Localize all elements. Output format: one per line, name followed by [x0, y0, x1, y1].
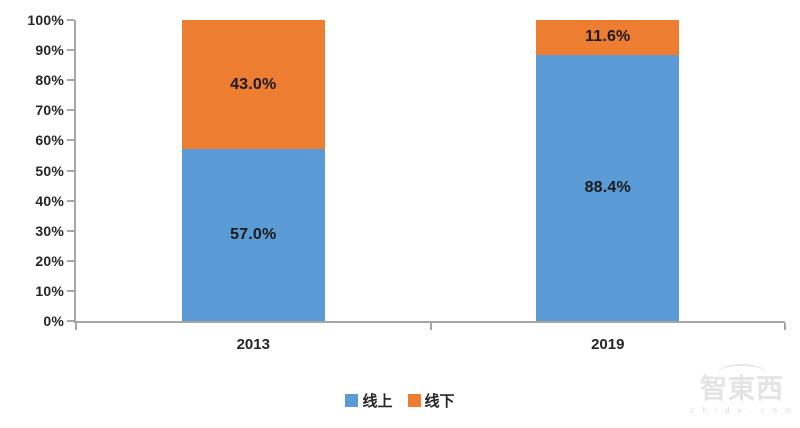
y-axis-tick-label: 80% — [35, 72, 64, 89]
y-axis-tick-label: 50% — [35, 162, 64, 179]
stacked-bar: 57.0% 43.0% — [181, 20, 325, 321]
y-axis-tick-label: 90% — [35, 42, 64, 59]
watermark-arc-icon — [718, 364, 766, 373]
data-label: 88.4% — [584, 178, 631, 196]
x-axis-line — [74, 321, 785, 323]
y-axis-tick-label: 30% — [35, 222, 64, 239]
y-axis-tick — [67, 259, 74, 262]
bar-segment: 57.0% — [181, 149, 325, 321]
y-axis-tick — [67, 320, 74, 322]
legend-swatch-icon — [407, 394, 421, 407]
watermark-logo-text: 智東西 — [700, 374, 784, 404]
x-axis-category-label: 2019 — [591, 336, 625, 353]
legend-swatch-icon — [345, 394, 359, 407]
y-axis-tick-label: 100% — [27, 12, 64, 28]
y-axis-tick-label: 10% — [35, 282, 64, 299]
y-axis-tick — [67, 109, 74, 112]
y-axis-line — [74, 20, 76, 323]
data-label: 57.0% — [230, 226, 277, 244]
data-label: 43.0% — [230, 75, 277, 93]
plot-area: 0% 10% 20% 30% 40% 50% 60% 70% 80% 90% 100% 57.0% 43… — [27, 12, 786, 353]
y-axis-tick — [67, 169, 74, 172]
legend-label: 线下 — [424, 393, 455, 410]
y-axis-tick-label: 20% — [35, 252, 64, 269]
data-label: 11.6% — [585, 28, 631, 46]
legend-label: 线上 — [362, 393, 393, 410]
bar-segment: 11.6% — [536, 20, 680, 55]
bar-segment: 43.0% — [181, 20, 325, 150]
y-axis-tick-label: 40% — [35, 192, 64, 209]
y-axis-tick — [67, 49, 74, 52]
y-axis-tick — [67, 139, 74, 142]
x-axis-tick — [784, 323, 786, 330]
bar-segment: 88.4% — [536, 54, 680, 321]
x-axis-tick — [429, 323, 432, 330]
y-axis-tick — [67, 19, 74, 21]
y-axis-tick — [67, 199, 74, 202]
watermark-url-text: z h i d x . c o m — [690, 406, 795, 415]
y-axis-tick — [67, 79, 74, 82]
y-axis-tick-label: 0% — [43, 313, 64, 329]
y-axis-tick — [67, 289, 74, 292]
legend-item: 线上 — [345, 390, 393, 411]
x-axis-category-label: 2013 — [236, 336, 270, 353]
legend-item: 线下 — [407, 390, 455, 411]
watermark: 智東西 z h i d x . c o m — [690, 364, 794, 415]
stacked-bar: 88.4% 11.6% — [536, 20, 680, 321]
legend: 线上 线下 — [0, 390, 800, 411]
y-axis-tick — [67, 229, 74, 232]
x-axis-tick — [75, 323, 77, 330]
y-axis-tick-label: 60% — [35, 132, 64, 149]
y-axis-tick-label: 70% — [35, 102, 64, 119]
